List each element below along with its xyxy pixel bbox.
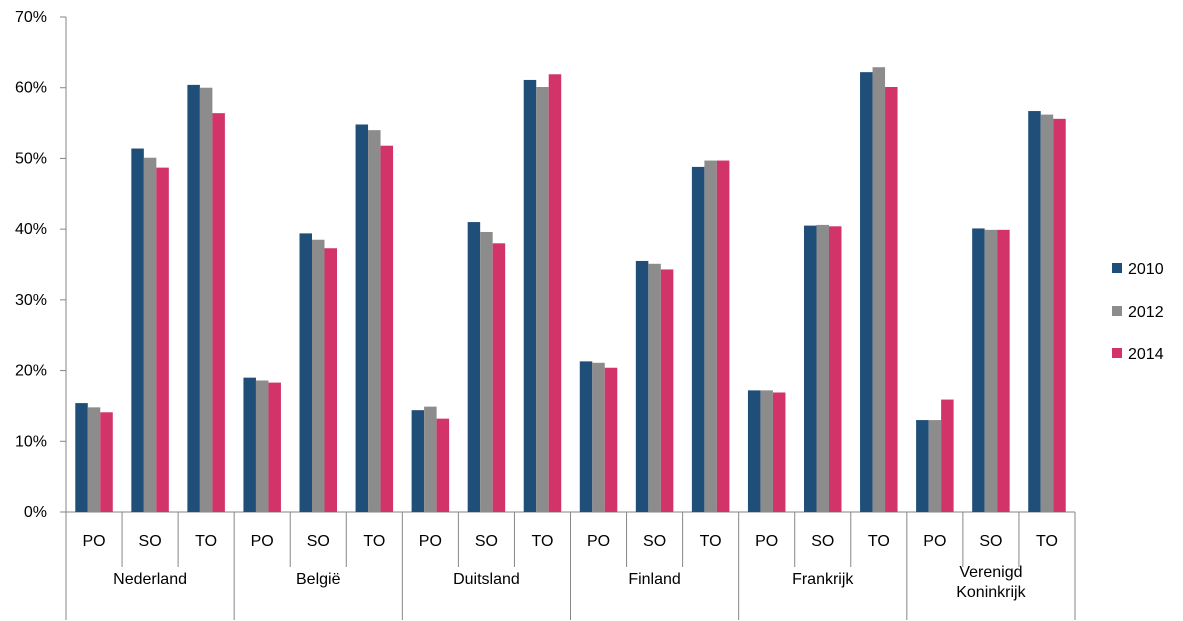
bar-2012: [255, 380, 269, 512]
x-category-label: TO: [532, 533, 554, 550]
bar-2014: [716, 160, 730, 513]
bar-2014: [885, 87, 898, 512]
bar-2014: [100, 412, 113, 512]
legend-label: 2012: [1128, 304, 1164, 321]
bar-2014: [156, 167, 169, 512]
bar-2010: [467, 222, 481, 513]
y-tick-label: 10%: [15, 433, 47, 450]
x-category-label: TO: [363, 533, 385, 550]
bar-2014: [829, 226, 842, 513]
bar-2012: [816, 224, 829, 512]
bar-2014: [772, 392, 786, 512]
bar-2014: [660, 269, 674, 512]
x-group-label: Frankrijk: [792, 571, 854, 588]
bar-2010: [747, 390, 761, 512]
bar-2014: [997, 229, 1010, 512]
bar-2010: [635, 260, 649, 512]
bar-2014: [548, 74, 562, 513]
legend-swatch-2012: [1112, 306, 1122, 316]
bar-2014: [380, 145, 394, 512]
legend-label: 2014: [1128, 346, 1164, 363]
x-category-label: PO: [923, 533, 946, 550]
x-category-label: SO: [307, 533, 330, 550]
bar-2010: [355, 124, 369, 512]
bar-2010: [243, 377, 256, 512]
x-group-label: Duitsland: [453, 571, 520, 588]
legend-swatch-2010: [1112, 263, 1122, 273]
bar-2010: [1028, 111, 1041, 513]
x-category-label: PO: [587, 533, 610, 550]
bar-2010: [299, 233, 312, 512]
bar-2010: [411, 410, 425, 512]
bar-2010: [579, 361, 593, 512]
x-category-label: SO: [979, 533, 1002, 550]
bar-2014: [604, 367, 618, 512]
bar-2010: [75, 403, 88, 512]
bar-2010: [860, 72, 873, 513]
bar-2012: [312, 239, 325, 512]
bar-2014: [1053, 118, 1066, 512]
x-category-label: SO: [475, 533, 498, 550]
bar-2012: [480, 231, 493, 512]
x-group-label: Verenigd Koninkrijk: [956, 564, 1026, 601]
bar-2010: [972, 228, 985, 512]
y-tick-label: 60%: [15, 80, 47, 97]
x-category-label: PO: [419, 533, 442, 550]
x-category-label: TO: [195, 533, 217, 550]
x-group-label: Nederland: [113, 571, 187, 588]
bar-2014: [212, 113, 225, 513]
bar-2010: [691, 166, 705, 512]
bar-2012: [648, 263, 661, 512]
bar-2012: [704, 160, 717, 513]
y-tick-label: 40%: [15, 221, 47, 238]
bar-2014: [268, 382, 281, 512]
bar-2012: [424, 406, 437, 512]
x-category-label: PO: [251, 533, 274, 550]
bar-2012: [199, 87, 213, 512]
bar-2014: [941, 399, 954, 512]
bar-2012: [760, 390, 773, 512]
x-category-label: TO: [868, 533, 890, 550]
x-group-label: België: [296, 571, 341, 588]
bar-2012: [143, 157, 157, 512]
bar-2010: [131, 148, 144, 512]
bar-2012: [368, 130, 381, 512]
bar-2012: [1040, 114, 1054, 512]
bar-2014: [436, 418, 450, 512]
x-category-label: PO: [82, 533, 105, 550]
bar-2014: [324, 248, 337, 512]
y-tick-label: 50%: [15, 150, 47, 167]
x-category-label: TO: [1036, 533, 1058, 550]
x-category-label: SO: [643, 533, 666, 550]
bar-2010: [523, 79, 537, 512]
y-tick-label: 30%: [15, 292, 47, 309]
x-category-label: SO: [811, 533, 834, 550]
legend-swatch-2014: [1112, 348, 1122, 358]
bar-2012: [928, 420, 942, 512]
bar-2012: [536, 87, 549, 512]
x-group-label: Finland: [628, 571, 680, 588]
y-tick-label: 20%: [15, 363, 47, 380]
bar-2012: [984, 229, 998, 512]
bar-2012: [872, 67, 886, 512]
legend-label: 2010: [1128, 261, 1164, 278]
bar-2010: [187, 84, 200, 512]
bar-2010: [804, 225, 817, 512]
x-category-label: PO: [755, 533, 778, 550]
bar-2010: [916, 420, 929, 512]
bar-2014: [492, 243, 506, 513]
y-tick-label: 0%: [24, 504, 47, 521]
bar-2012: [87, 407, 101, 512]
y-tick-label: 70%: [15, 9, 47, 26]
x-category-label: TO: [700, 533, 722, 550]
bar-2012: [592, 362, 605, 512]
x-category-label: SO: [139, 533, 162, 550]
